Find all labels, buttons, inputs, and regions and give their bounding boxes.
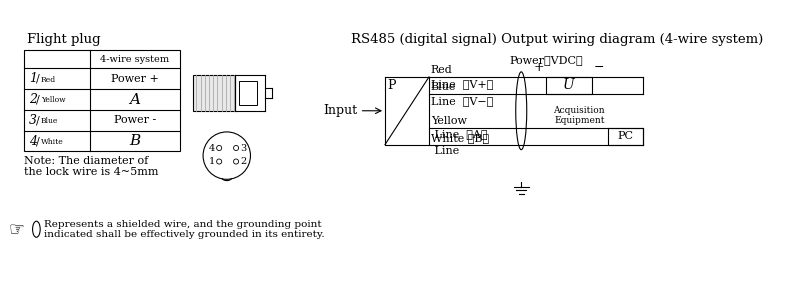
Text: /: / <box>36 136 40 146</box>
Text: Red: Red <box>431 65 453 75</box>
Text: Red: Red <box>40 76 56 84</box>
Circle shape <box>234 159 239 164</box>
Circle shape <box>216 159 222 164</box>
Circle shape <box>216 145 222 150</box>
Text: Blue: Blue <box>431 82 456 92</box>
Text: Flight plug: Flight plug <box>27 33 100 46</box>
Text: 3: 3 <box>28 114 37 127</box>
Text: 4: 4 <box>28 135 37 148</box>
Bar <box>546 77 592 94</box>
Text: /: / <box>36 74 40 84</box>
Text: +: + <box>534 61 544 74</box>
Text: Yellow: Yellow <box>431 116 467 126</box>
Text: RS485 (digital signal) Output wiring diagram (4-wire system): RS485 (digital signal) Output wiring dia… <box>352 33 763 46</box>
Text: P: P <box>388 80 396 92</box>
Bar <box>239 81 258 105</box>
Circle shape <box>203 132 250 179</box>
Text: B: B <box>130 134 141 148</box>
Bar <box>193 75 235 111</box>
Text: Line  （V−）: Line （V−） <box>431 95 493 105</box>
Text: 1: 1 <box>209 157 215 166</box>
Text: Note: The diameter of
the lock wire is 4~5mm: Note: The diameter of the lock wire is 4… <box>24 156 158 177</box>
Text: /: / <box>36 95 40 105</box>
Text: U: U <box>563 78 575 92</box>
Text: ☞: ☞ <box>9 220 25 238</box>
Text: White （B）: White （B） <box>431 133 489 143</box>
Text: 1: 1 <box>28 72 37 85</box>
Text: /: / <box>36 115 40 125</box>
Text: 2: 2 <box>28 93 37 106</box>
Bar <box>24 50 180 151</box>
Text: Input: Input <box>323 104 357 117</box>
Text: −: − <box>594 61 604 74</box>
Ellipse shape <box>32 221 40 237</box>
Text: PC: PC <box>617 131 634 141</box>
Text: Power（VDC）: Power（VDC） <box>510 55 583 65</box>
Ellipse shape <box>516 72 527 150</box>
Text: Power -: Power - <box>114 115 156 125</box>
Text: Represents a shielded wire, and the grounding point
indicated shall be effective: Represents a shielded wire, and the grou… <box>44 219 325 239</box>
Text: Line  （A）: Line （A） <box>431 129 487 139</box>
Text: A: A <box>130 93 141 107</box>
Text: Yellow: Yellow <box>40 96 66 104</box>
Text: White: White <box>40 138 63 146</box>
Text: Blue: Blue <box>40 117 58 125</box>
Circle shape <box>234 145 239 150</box>
Text: Acquisition
Equipment: Acquisition Equipment <box>553 106 605 125</box>
Text: Line  （V+）: Line （V+） <box>431 79 493 89</box>
Text: Line: Line <box>431 146 459 156</box>
Bar <box>608 128 643 144</box>
Text: Power +: Power + <box>111 74 159 84</box>
Text: 4: 4 <box>209 144 215 152</box>
Text: 4-wire system: 4-wire system <box>100 55 170 64</box>
Text: 2: 2 <box>240 157 246 166</box>
Text: 3: 3 <box>240 144 246 152</box>
